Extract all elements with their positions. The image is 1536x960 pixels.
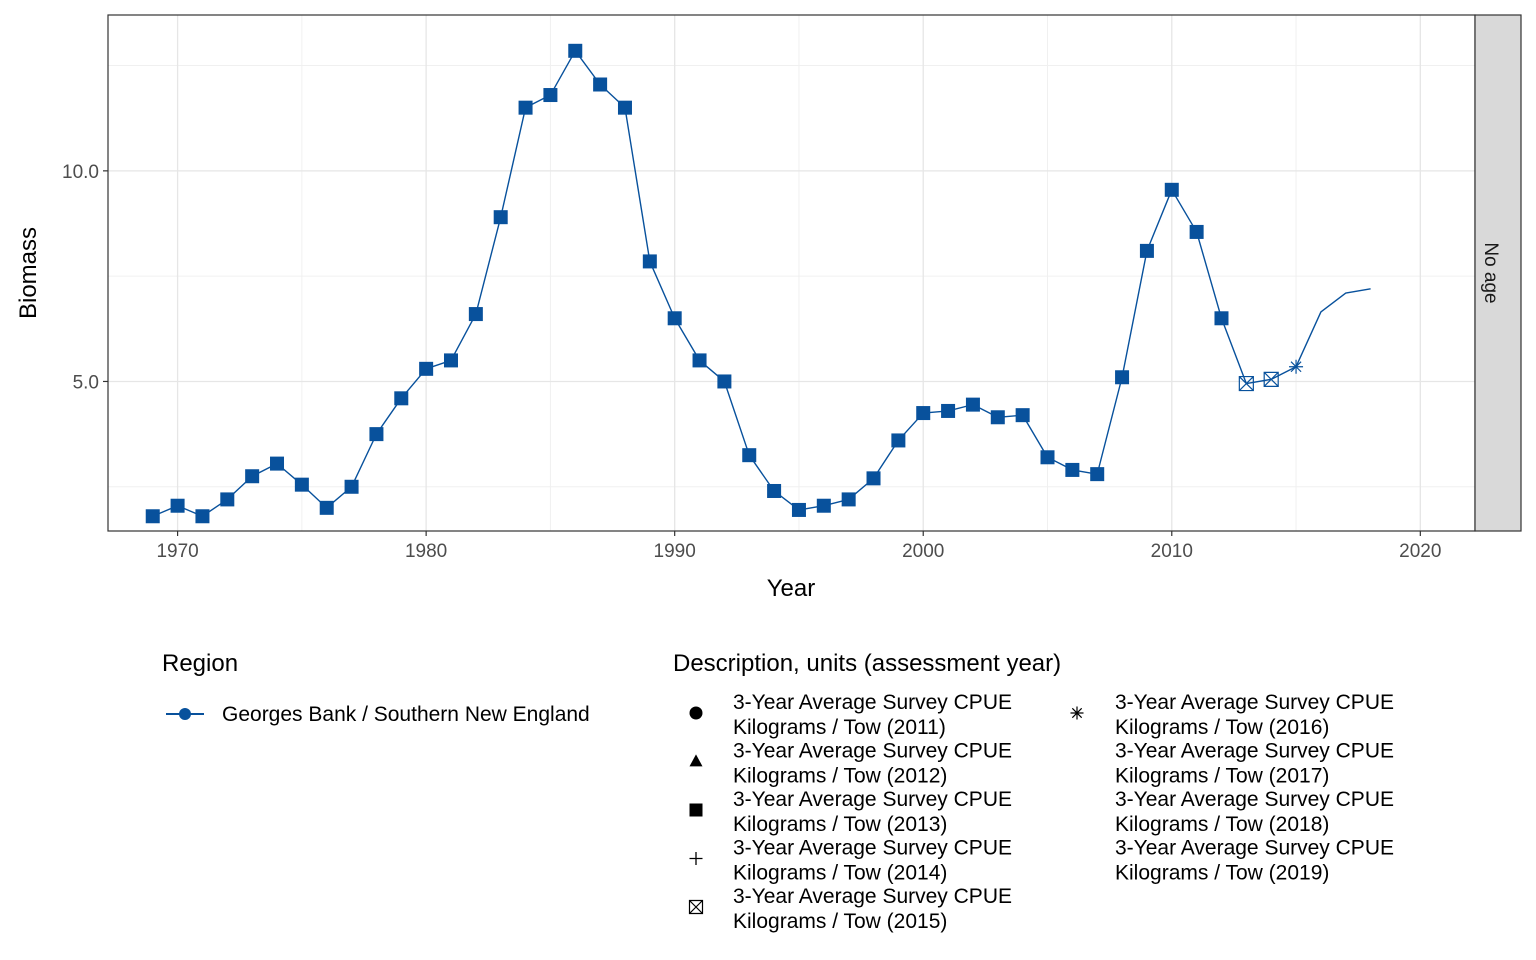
x-tick-label: 1990 [654,541,696,562]
data-point [1139,243,1154,258]
data-point [1263,371,1279,387]
data-point [692,353,707,368]
data-point [145,509,160,524]
data-point [1289,359,1304,374]
data-point [1214,311,1229,326]
x-axis: 1970 1980 1990 2000 2010 2020 [156,531,1441,562]
data-point [493,210,508,225]
legend-description-entry-line2: Kilograms / Tow (2012) [733,765,947,788]
x-tick-label: 2010 [1151,541,1193,562]
legend-description-entry-line1: 3-Year Average Survey CPUE [1115,691,1394,714]
data-point [1238,375,1254,392]
data-point [642,254,657,269]
data-point [1164,182,1179,197]
data-point [394,391,409,406]
data-point [689,803,703,817]
data-point [688,899,704,915]
data-point [841,492,856,507]
series-layer [145,43,1371,524]
facet-strip-label: No age [1480,242,1501,303]
data-point [742,448,757,463]
x-tick-label: 2020 [1399,541,1441,562]
y-tick-label: 10.0 [62,162,99,183]
x-axis-title: Year [767,575,816,602]
legend-description-entry-line2: Kilograms / Tow (2013) [733,813,947,836]
data-point [170,498,185,513]
legend-description-entry-line2: Kilograms / Tow (2019) [1115,862,1329,885]
legend-description-entry-line1: 3-Year Average Survey CPUE [1115,788,1394,811]
legend-description-entry-line1: 3-Year Average Survey CPUE [733,691,1012,714]
data-point [319,500,334,515]
legend-description-title: Description, units (assessment year) [673,650,1061,677]
x-tick-label: 2000 [902,541,944,562]
data-point [816,498,831,513]
data-point [791,502,806,517]
x-tick-label: 1970 [156,541,198,562]
plot-panel [108,15,1475,531]
data-point [667,311,682,326]
data-point [593,77,608,92]
legend-description-entry-line2: Kilograms / Tow (2011) [733,716,946,739]
legend-description-entry-line1: 3-Year Average Survey CPUE [733,837,1012,860]
data-point [916,406,931,421]
data-point [220,492,235,507]
facet-strip [1474,14,1522,532]
grid [108,15,1475,531]
series-line [152,50,1371,517]
legend-region-title: Region [162,650,238,677]
data-point [1115,370,1130,385]
y-tick-label: 5.0 [73,372,99,393]
data-point [617,100,632,115]
data-point [518,100,533,115]
data-point [195,509,210,524]
data-point [543,88,558,103]
legend-description-entry-line2: Kilograms / Tow (2016) [1115,716,1329,739]
data-point [1189,224,1204,239]
data-point [1015,408,1030,423]
data-point [1070,706,1084,720]
legend-region: Region Georges Bank / Southern New Engla… [162,650,590,726]
legend-description-entry-line1: 3-Year Average Survey CPUE [733,788,1012,811]
legend-region-key-point [179,708,191,720]
data-point [941,403,956,418]
data-point [468,307,483,322]
x-tick-label: 1980 [405,541,447,562]
legend-description-entry-line2: Kilograms / Tow (2017) [1115,765,1329,788]
data-point [1090,467,1105,482]
data-point [294,477,309,492]
data-point [1065,462,1080,477]
legend-description-entry-line2: Kilograms / Tow (2014) [733,862,947,885]
data-point [1040,450,1055,465]
data-point [419,361,434,376]
legend-description-entry-line2: Kilograms / Tow (2018) [1115,813,1329,836]
legend-region-entry: Georges Bank / Southern New England [222,703,590,726]
data-point [568,43,583,58]
data-point [270,456,285,471]
legend-description-entry-line1: 3-Year Average Survey CPUE [1115,837,1394,860]
data-point [965,397,980,412]
data-point [689,706,703,720]
data-point [689,754,703,767]
legend-description-entry-line1: 3-Year Average Survey CPUE [1115,740,1394,763]
data-point [369,427,384,442]
legend-description: Description, units (assessment year) 3-Y… [673,650,1394,933]
data-point [245,469,260,484]
data-point [866,471,881,486]
data-point [344,479,359,494]
legend-description-entry-line2: Kilograms / Tow (2015) [733,910,947,933]
data-point [443,353,458,368]
legend-description-entry-line1: 3-Year Average Survey CPUE [733,740,1012,763]
data-point [689,852,703,865]
y-axis-title: Biomass [15,227,42,319]
data-point [990,410,1005,425]
legend-description-entry-line1: 3-Year Average Survey CPUE [733,885,1012,908]
y-axis: 5.0 10.0 [62,162,108,393]
data-point [891,433,906,448]
data-point [767,483,782,498]
data-point [717,374,732,389]
